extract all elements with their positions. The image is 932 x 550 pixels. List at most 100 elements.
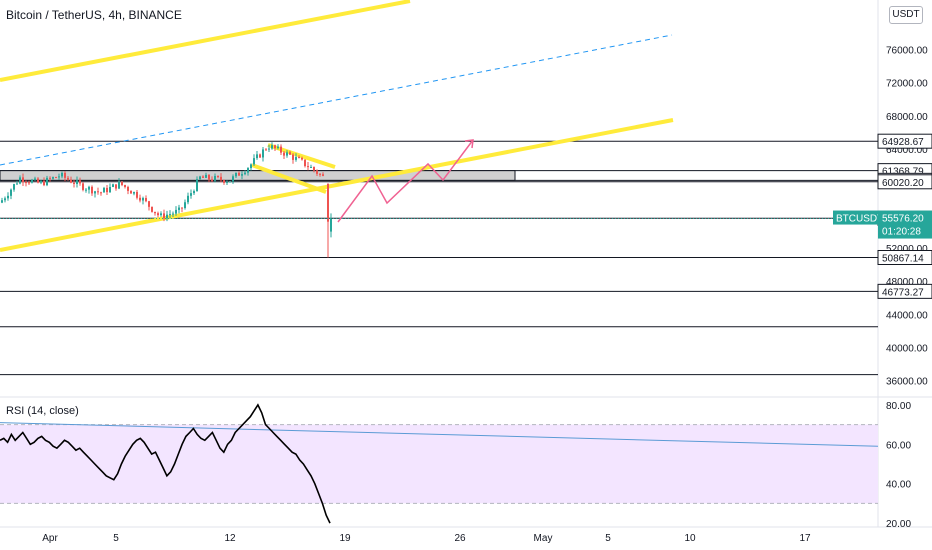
candle-body	[232, 176, 234, 182]
candle-body	[37, 178, 39, 183]
projection-arrowhead	[464, 139, 474, 149]
candle-body	[199, 176, 201, 180]
rsi-tick-label: 60.00	[886, 440, 911, 451]
candle-body	[327, 183, 329, 222]
candle-body	[214, 176, 216, 181]
rsi-line	[0, 403, 331, 524]
candle-body	[271, 145, 273, 149]
candle-body	[196, 179, 198, 192]
candle-body	[280, 146, 282, 153]
candle-body	[211, 179, 213, 181]
candle-body	[226, 181, 228, 183]
price-tick-label: 76000.00	[886, 46, 928, 57]
candle-body	[241, 174, 243, 176]
candle-body	[61, 172, 63, 177]
candle-body	[145, 198, 147, 202]
candle-body	[310, 166, 312, 168]
last-price-value: 55576.20	[882, 214, 924, 225]
candle-body	[316, 170, 318, 174]
candle-body	[184, 202, 186, 209]
level-label-box	[877, 283, 932, 299]
candle-body	[142, 198, 144, 201]
price-tick-label: 52000.00	[886, 244, 928, 255]
candle-body	[85, 189, 87, 191]
rsi-band	[0, 424, 878, 504]
candle-body	[238, 172, 240, 176]
flag-top	[267, 143, 336, 169]
price-tick-label: 48000.00	[886, 277, 928, 288]
candle-body	[244, 172, 246, 175]
currency-badge[interactable]: USDT	[889, 6, 923, 24]
candle-body	[25, 182, 27, 184]
candle-body	[319, 173, 321, 175]
time-tick-label: 26	[454, 533, 466, 544]
candle-body	[247, 168, 249, 173]
candle-body	[91, 186, 93, 194]
candle-body	[64, 172, 66, 178]
price-tick-label: 40000.00	[886, 343, 928, 354]
candle-body	[262, 149, 264, 158]
candle-body	[4, 198, 6, 201]
rsi-title: RSI (14, close)	[6, 405, 79, 417]
price-tick-label: 36000.00	[886, 376, 928, 387]
candle-body	[115, 184, 117, 189]
time-tick-label: 10	[684, 533, 696, 544]
candle-body	[217, 176, 219, 178]
candle-body	[46, 177, 48, 186]
candle-body	[313, 166, 315, 171]
candle-body	[166, 214, 168, 219]
candle-body	[330, 218, 332, 232]
candle-body	[55, 177, 57, 179]
candle-body	[292, 154, 294, 160]
rsi-tick-label: 20.00	[886, 519, 911, 530]
candle-body	[178, 207, 180, 210]
chart-title: Bitcoin / TetherUS, 4h, BINANCE	[6, 8, 182, 22]
time-tick-label: 5	[605, 533, 611, 544]
last-price-countdown: 01:20:28	[882, 227, 921, 238]
candle-body	[136, 191, 138, 198]
price-tick-label: 44000.00	[886, 310, 928, 321]
candle-body	[124, 184, 126, 188]
time-tick-label: 19	[339, 533, 351, 544]
candle-body	[181, 207, 183, 209]
candle-body	[73, 182, 75, 184]
candle-body	[31, 180, 33, 183]
candle-body	[10, 189, 12, 196]
candle-body	[109, 186, 111, 193]
candle-body	[307, 166, 309, 168]
candle-body	[259, 154, 261, 158]
candle-body	[13, 184, 15, 190]
candle-body	[70, 179, 72, 183]
price-tick-label: 72000.00	[886, 79, 928, 90]
candle-body	[301, 157, 303, 160]
level-label: 50867.14	[882, 253, 924, 264]
candle-body	[286, 152, 288, 156]
candle-body	[154, 211, 156, 214]
level-label: 46773.27	[882, 287, 924, 298]
candle-body	[139, 197, 141, 201]
level-label-box	[877, 174, 932, 190]
candle-body	[76, 180, 78, 184]
candle-body	[7, 195, 9, 199]
candle-body	[100, 192, 102, 194]
price-tick-label: 68000.00	[886, 112, 928, 123]
price-tick-label: 64000.00	[886, 145, 928, 156]
candle-body	[103, 187, 105, 193]
candle-body	[94, 191, 96, 194]
upper-trendline	[0, 0, 411, 82]
candle-body	[127, 187, 129, 191]
candle-body	[151, 206, 153, 212]
candle-body	[175, 209, 177, 214]
candle-body	[220, 176, 222, 181]
time-tick-label: 17	[799, 533, 811, 544]
consolidation-box	[0, 170, 516, 181]
time-tick-label: Apr	[42, 533, 58, 544]
candle-body	[223, 180, 225, 183]
level-label-box	[877, 249, 932, 265]
candle-body	[28, 182, 30, 184]
candle-body	[304, 159, 306, 167]
candle-body	[19, 177, 21, 184]
candle-body	[40, 181, 42, 183]
last-price-box	[878, 210, 932, 239]
candle-body	[277, 146, 279, 149]
